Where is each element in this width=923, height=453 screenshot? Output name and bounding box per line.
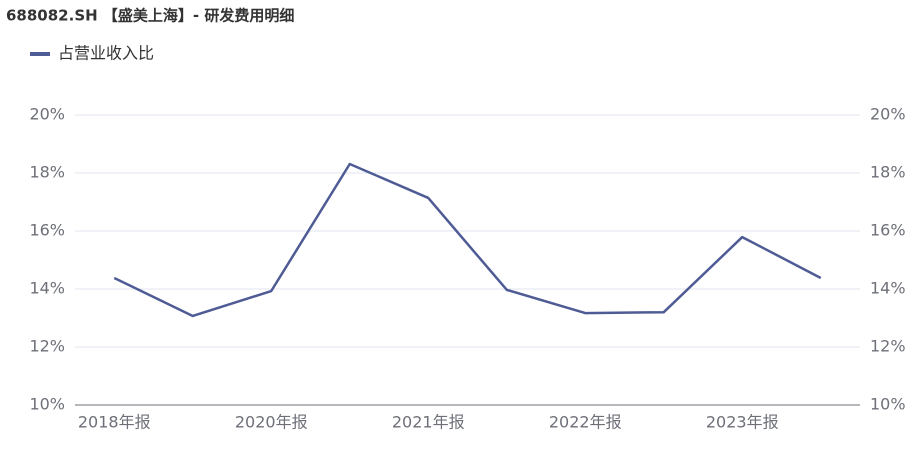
legend-label: 占营业收入比 [58, 44, 154, 63]
y2-tick-label: 18% [870, 163, 906, 182]
y-tick-label: 20% [29, 105, 65, 124]
x-tick-label: 2022年报 [549, 413, 622, 432]
y-tick-label: 14% [29, 279, 65, 298]
y-tick-label: 12% [29, 337, 65, 356]
chart-title: 688082.SH 【盛美上海】- 研发费用明细 [6, 7, 294, 25]
x-tick-label: 2023年报 [706, 413, 779, 432]
y-tick-label: 10% [29, 395, 65, 414]
line-series [113, 162, 822, 318]
y2-tick-label: 20% [870, 105, 906, 124]
y2-tick-label: 16% [870, 221, 906, 240]
y2-tick-label: 10% [870, 395, 906, 414]
x-tick-label: 2020年报 [235, 413, 308, 432]
x-tick-label: 2021年报 [392, 413, 465, 432]
y2-tick-label: 12% [870, 337, 906, 356]
y-tick-label: 18% [29, 163, 65, 182]
y-tick-label: 16% [29, 221, 65, 240]
y2-tick-label: 14% [870, 279, 906, 298]
x-tick-label: 2018年报 [78, 413, 151, 432]
